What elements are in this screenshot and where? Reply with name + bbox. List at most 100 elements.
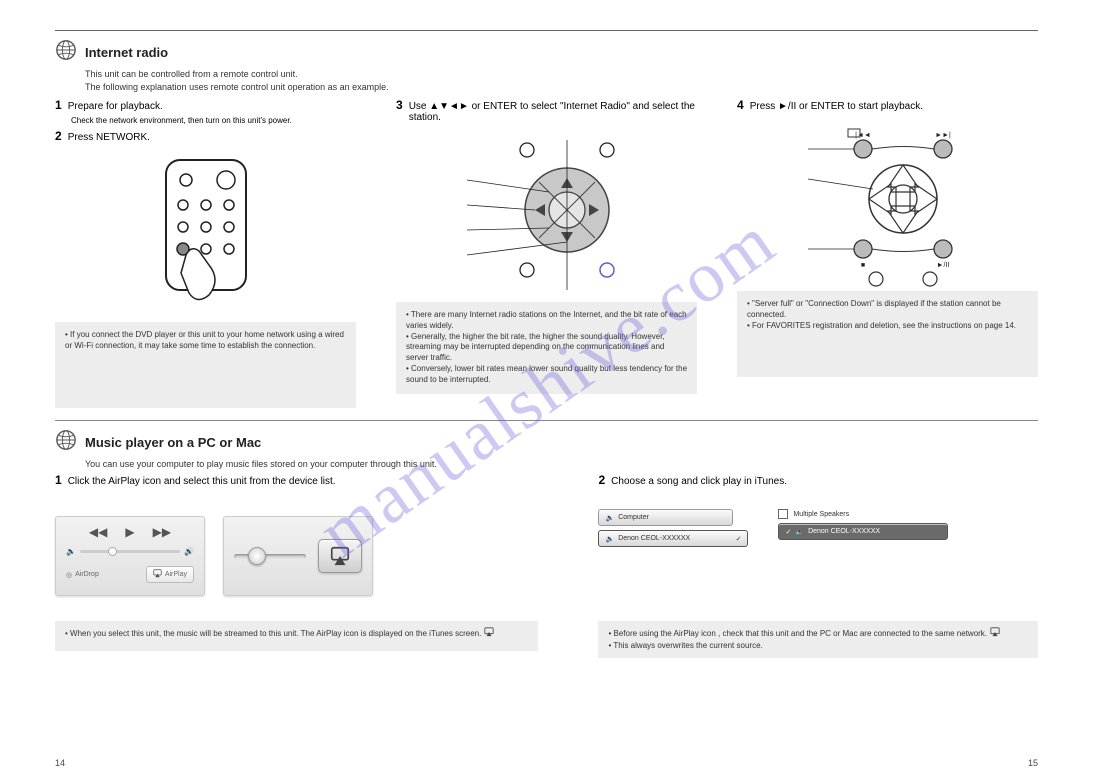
speaker-selection-illustration: 🔈 Computer 🔈 Denon CEOL-XXXXXX ✓ Multipl…	[598, 491, 1038, 621]
info2-l1: • Before using the AirPlay icon , check …	[608, 629, 987, 640]
bottom-row: ◎ AirDrop AirPlay	[66, 566, 194, 583]
step1b: Check the network environment, then turn…	[71, 116, 356, 125]
stepB2-num: 2	[598, 473, 605, 487]
airplay-icon-inline	[990, 627, 1000, 641]
check-icon: ✓	[736, 535, 742, 543]
colB-2: 2 Choose a song and click play in iTunes…	[598, 473, 1038, 658]
airplay-label: AirPlay	[165, 571, 187, 578]
info-box-3: • "Server full" or "Connection Down" is …	[737, 291, 1038, 377]
remote-illustration	[55, 147, 356, 322]
airplay-chip: AirPlay	[146, 566, 194, 583]
box3-l1: • "Server full" or "Connection Down" is …	[747, 299, 1028, 321]
stepB1-num: 1	[55, 473, 62, 487]
speaker-computer-label: Computer	[618, 514, 649, 521]
scrub-track	[234, 554, 306, 559]
svg-text:►/II: ►/II	[936, 262, 949, 269]
step3-num: 3	[396, 98, 403, 112]
volume-track	[80, 550, 180, 553]
speaker-low-icon: 🔈	[66, 547, 76, 556]
page-number-right: 15	[1028, 758, 1038, 768]
airplay-icon-inline	[484, 627, 494, 641]
mini-info-1: • When you select this unit, the music w…	[55, 621, 538, 651]
slider-panel	[223, 516, 373, 596]
step2-num: 2	[55, 129, 62, 143]
airdrop-label: AirDrop	[75, 571, 99, 578]
stepB2-text: Choose a song and click play in iTunes.	[611, 476, 787, 487]
speaker-device-label: Denon CEOL-XXXXXX	[618, 535, 735, 542]
box2-l3: • Conversely, lower bit rates mean lower…	[406, 364, 687, 386]
check-icon: ✓	[785, 528, 791, 536]
speaker-device-dark: ✓ 🔈 Denon CEOL-XXXXXX	[778, 523, 948, 540]
speaker-icon: 🔈	[605, 535, 614, 543]
airplay-button-large	[318, 539, 362, 573]
box1-text: • If you connect the DVD player or this …	[65, 330, 346, 352]
section-b-title: Music player on a PC or Mac	[85, 435, 261, 450]
itunes-illustration: ◀◀ ▶ ▶▶ 🔈 🔊 ◎ AirDrop	[55, 491, 538, 621]
col-2: 3 Use ▲▼◄► or ENTER to select "Internet …	[396, 98, 697, 408]
box2-l1: • There are many Internet radio stations…	[406, 310, 687, 332]
step2-text: Press NETWORK.	[68, 132, 150, 143]
info-box-1: • If you connect the DVD player or this …	[55, 322, 356, 408]
stepB2: 2 Choose a song and click play in iTunes…	[598, 473, 1038, 487]
stepB1-text: Click the AirPlay icon and select this u…	[68, 476, 336, 487]
rule-mid	[55, 420, 1038, 421]
globe-icon	[55, 429, 77, 456]
speaker-icon: 🔈	[605, 514, 614, 522]
speaker-device-dark-label: Denon CEOL-XXXXXX	[808, 528, 880, 535]
section-a-title: Internet radio	[85, 45, 168, 60]
speaker-icon: 🔈	[795, 528, 804, 536]
step1: 1 Prepare for playback.	[55, 98, 356, 112]
checkbox-icon	[778, 509, 788, 519]
section-b-header: Music player on a PC or Mac	[55, 429, 1038, 456]
step1-text: Prepare for playback.	[68, 101, 163, 112]
col-1: 1 Prepare for playback. Check the networ…	[55, 98, 356, 408]
step4-num: 4	[737, 98, 744, 112]
section-a-sub1: This unit can be controlled from a remot…	[85, 69, 1038, 79]
colB-1: 1 Click the AirPlay icon and select this…	[55, 473, 538, 658]
manual-page: Internet radio This unit can be controll…	[55, 30, 1038, 744]
airdrop-icon: ◎	[66, 571, 72, 579]
playback-panel: ◀◀ ▶ ▶▶ 🔈 🔊 ◎ AirDrop	[55, 516, 205, 596]
transport-row: ◀◀ ▶ ▶▶	[66, 525, 194, 539]
section-b-columns: 1 Click the AirPlay icon and select this…	[55, 473, 1038, 658]
volume-row: 🔈 🔊	[66, 547, 194, 556]
play-icon: ▶	[125, 525, 134, 539]
globe-icon	[55, 39, 77, 66]
svg-text:■: ■	[860, 262, 864, 269]
step3-text: Use ▲▼◄► or ENTER to select "Internet Ra…	[409, 101, 697, 123]
multi-header: Multiple Speakers	[778, 509, 948, 519]
airdrop-chip: ◎ AirDrop	[66, 571, 99, 579]
info2-l2: • This always overwrites the current sou…	[608, 641, 1028, 652]
page-number-left: 14	[55, 758, 65, 768]
box3-l2: • For FAVORITES registration and deletio…	[747, 321, 1028, 332]
dpad-illustration	[396, 127, 697, 302]
rewind-icon: ◀◀	[89, 525, 107, 539]
step3: 3 Use ▲▼◄► or ENTER to select "Internet …	[396, 98, 697, 123]
svg-text:|◄◄: |◄◄	[855, 132, 871, 139]
step1-num: 1	[55, 98, 62, 112]
svg-text:►►|: ►►|	[935, 132, 951, 139]
box2-l2: • Generally, the higher the bit rate, th…	[406, 332, 687, 364]
step4-text: Press ►/II or ENTER to start playback.	[750, 101, 923, 112]
mini-info-2: • Before using the AirPlay icon , check …	[598, 621, 1038, 658]
step4: 4 Press ►/II or ENTER to start playback.	[737, 98, 1038, 112]
airplay-icon	[153, 569, 162, 580]
speaker-high-icon: 🔊	[184, 547, 194, 556]
info1-text: • When you select this unit, the music w…	[65, 629, 481, 638]
multi-label: Multiple Speakers	[793, 511, 849, 518]
stepB1: 1 Click the AirPlay icon and select this…	[55, 473, 538, 487]
playback-illustration: |◄◄ ►►| ■ ►/II	[737, 116, 1038, 291]
rule-top	[55, 30, 1038, 31]
info-box-2: • There are many Internet radio stations…	[396, 302, 697, 394]
volume-thumb	[108, 547, 117, 556]
forward-icon: ▶▶	[153, 525, 171, 539]
scrub-thumb	[248, 547, 266, 565]
section-a-columns: 1 Prepare for playback. Check the networ…	[55, 98, 1038, 408]
speaker-list-single: 🔈 Computer 🔈 Denon CEOL-XXXXXX ✓	[598, 509, 748, 547]
speaker-computer: 🔈 Computer	[598, 509, 733, 526]
section-a-header: Internet radio	[55, 39, 1038, 66]
section-a-sub2: The following explanation uses remote co…	[85, 82, 1038, 92]
section-b-sub: You can use your computer to play music …	[85, 459, 1038, 469]
step2: 2 Press NETWORK.	[55, 129, 356, 143]
col-3: 4 Press ►/II or ENTER to start playback.…	[737, 98, 1038, 408]
